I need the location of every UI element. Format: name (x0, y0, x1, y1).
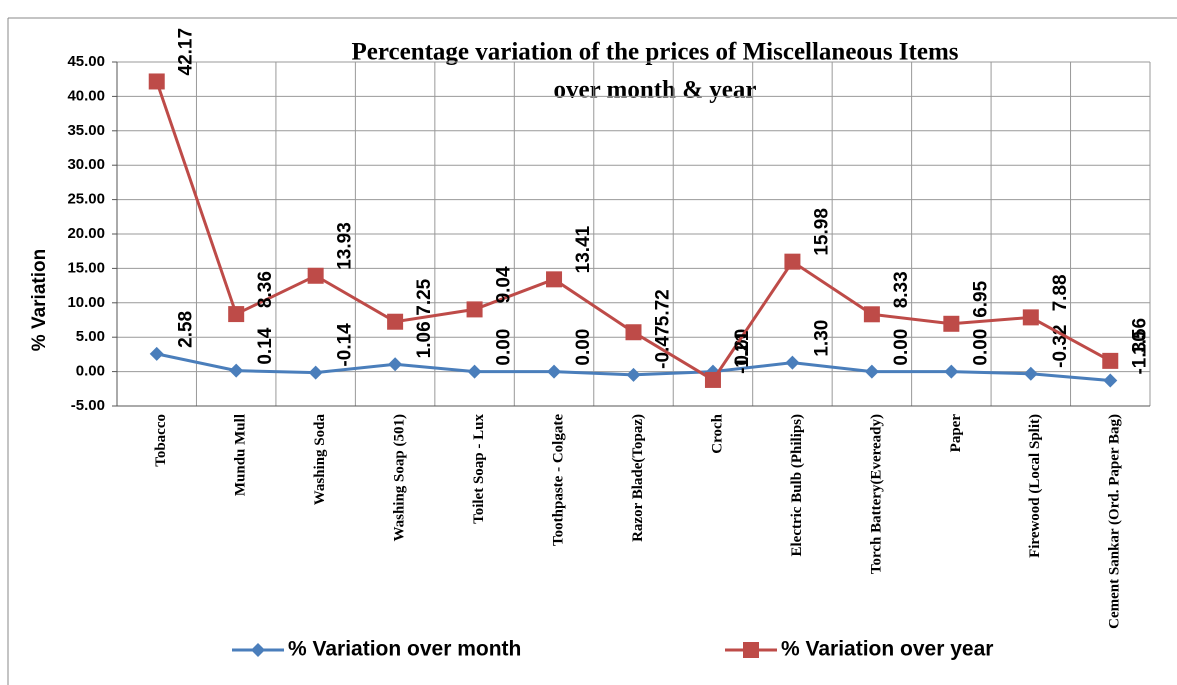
marker (308, 365, 323, 380)
chart-subtitle: over month & year (554, 77, 757, 104)
data-label: -0.47 (653, 326, 674, 369)
data-label: -1.21 (732, 330, 753, 374)
marker (148, 73, 165, 90)
y-tick-label: 10.00 (67, 294, 105, 311)
y-tick-label: 25.00 (67, 191, 105, 208)
x-tick-label: Electric Bulb (Philips) (789, 414, 805, 557)
x-tick-label: Washing Soap (501) (392, 414, 408, 542)
marker (228, 306, 245, 323)
marker (388, 357, 403, 372)
marker (467, 364, 482, 379)
marker (944, 364, 959, 379)
marker (547, 364, 562, 379)
marker (1102, 352, 1119, 369)
data-label: 8.36 (255, 271, 276, 308)
x-tick-label: Toothpaste - Colgate (550, 414, 566, 546)
data-label: 0.00 (494, 329, 515, 366)
marker (626, 367, 641, 382)
marker (863, 306, 880, 323)
data-label: 0.00 (732, 329, 753, 366)
data-label: 1.30 (811, 320, 832, 357)
marker (784, 253, 801, 270)
data-label: 5.72 (653, 289, 674, 326)
data-label: 0.00 (573, 329, 594, 366)
data-label: 7.88 (1050, 274, 1071, 311)
data-label: 6.95 (970, 280, 991, 317)
data-label: 9.04 (494, 266, 515, 303)
marker (149, 346, 164, 361)
marker (943, 315, 960, 332)
data-label: 42.17 (176, 28, 197, 76)
data-label: -1.30 (1129, 331, 1150, 374)
x-tick-label: Razor Blade(Topaz) (630, 414, 646, 542)
marker (785, 355, 800, 370)
x-tick-label: Tobacco (153, 414, 169, 467)
marker (704, 371, 721, 388)
y-tick-label: 40.00 (67, 87, 105, 104)
x-tick-label: Paper (948, 414, 964, 453)
legend-label: % Variation over year (781, 638, 993, 661)
marker (1023, 366, 1038, 381)
marker (1022, 309, 1039, 326)
data-label: 1.56 (1129, 318, 1150, 355)
x-tick-label: Torch Battery(Eveready) (868, 414, 884, 574)
x-tick-label: Toilet Soap - Lux (471, 414, 487, 524)
data-label: 0.00 (970, 329, 991, 366)
legend-label: % Variation over month (288, 638, 521, 661)
x-tick-label: Firewood (Local Split) (1027, 414, 1043, 558)
data-label: 13.93 (335, 222, 356, 270)
y-axis-label: % Variation (29, 249, 50, 351)
legend-marker (743, 642, 759, 658)
data-label: 7.25 (414, 278, 435, 315)
chart-title: Percentage variation of the prices of Mi… (351, 39, 958, 66)
marker (229, 363, 244, 378)
y-tick-label: 0.00 (76, 363, 105, 380)
y-tick-label: 5.00 (76, 328, 105, 345)
legend-marker (251, 643, 265, 657)
y-tick-label: 45.00 (67, 53, 105, 70)
data-label: 13.41 (573, 225, 594, 273)
data-label: 15.98 (811, 208, 832, 256)
data-label: -0.14 (335, 323, 356, 367)
y-tick-label: 15.00 (67, 259, 105, 276)
data-label: 1.06 (414, 321, 435, 358)
marker (1103, 373, 1118, 388)
marker (307, 267, 324, 284)
marker (864, 364, 879, 379)
data-label: 8.33 (891, 271, 912, 308)
y-tick-label: 20.00 (67, 225, 105, 242)
x-tick-label: Cement Sankar (Ord. Paper Bag) (1107, 414, 1123, 629)
y-tick-label: 30.00 (67, 156, 105, 173)
marker (625, 324, 642, 341)
data-label: 0.14 (255, 327, 276, 364)
data-label: 0.00 (891, 329, 912, 366)
data-label: 2.58 (176, 311, 197, 348)
x-tick-label: Mundu Mull (233, 414, 249, 496)
y-tick-label: 35.00 (67, 122, 105, 139)
marker (387, 313, 404, 330)
y-tick-label: -5.00 (71, 397, 105, 414)
x-tick-label: Croch (709, 413, 725, 453)
x-tick-label: Washing Soda (312, 414, 328, 506)
marker (466, 301, 483, 318)
marker (546, 271, 563, 288)
